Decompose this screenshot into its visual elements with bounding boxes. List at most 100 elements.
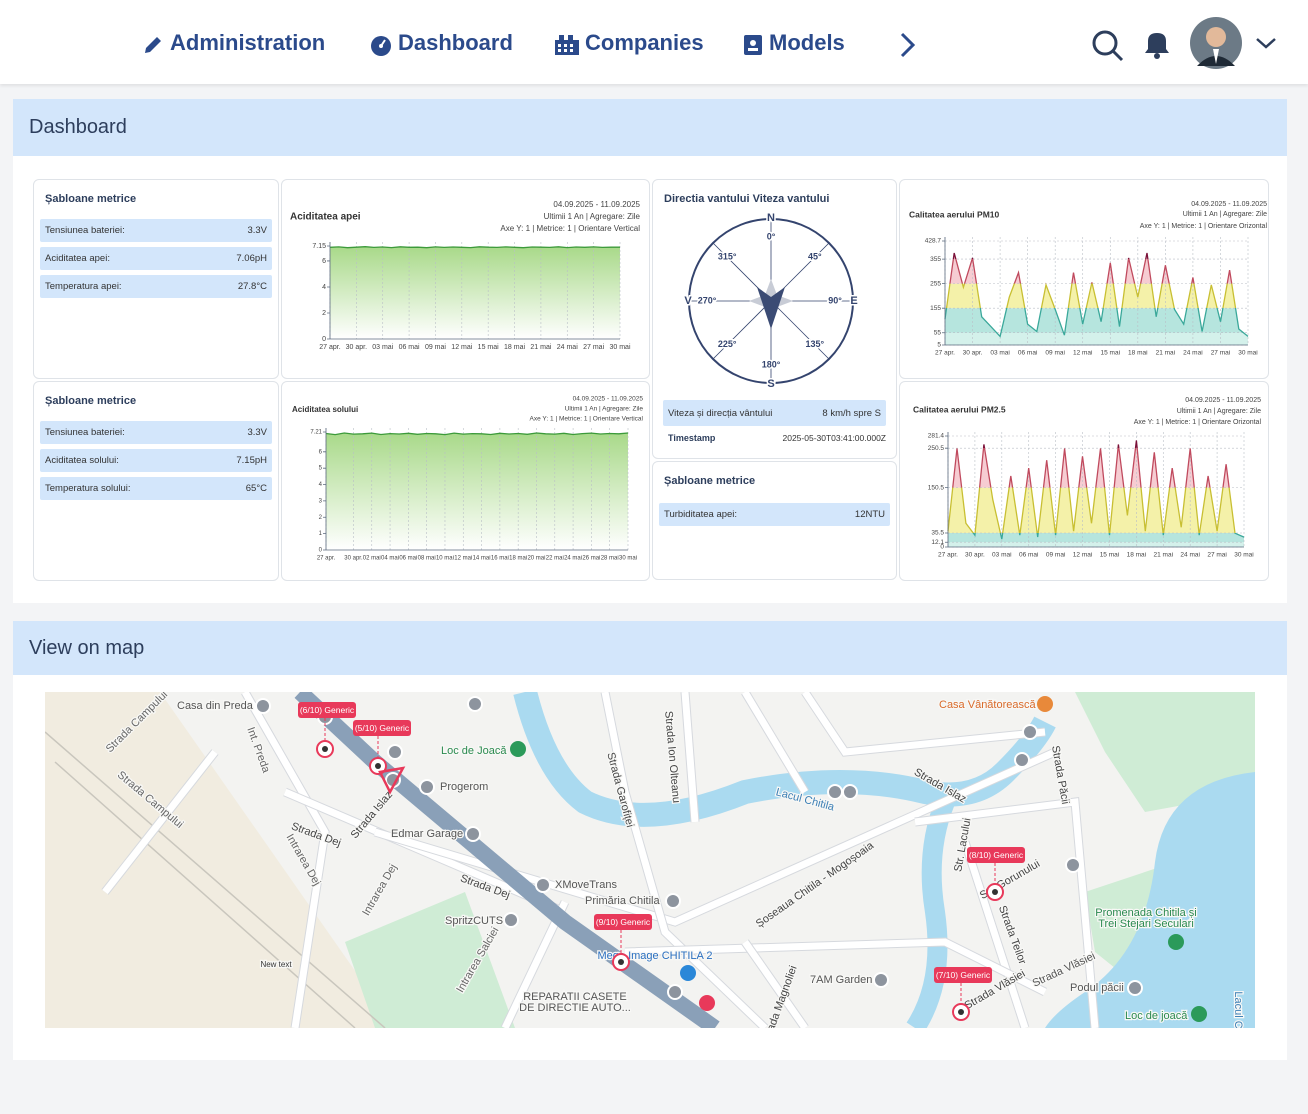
nav-models[interactable]: Models	[769, 30, 845, 55]
x-tick-label: 03 mai	[372, 344, 393, 351]
x-tick-label: 06 mai	[1019, 552, 1039, 559]
poi	[1022, 724, 1038, 740]
y-tick-label: 2	[322, 310, 326, 317]
x-tick-label: 30 mai	[1234, 552, 1254, 559]
compass-degree: 45°	[808, 252, 822, 262]
map-label: New text	[260, 960, 292, 969]
card-title: Șabloane metrice	[45, 193, 137, 205]
card: Aciditatea apei 04.09.2025 - 11.09.2025 Ul…	[281, 179, 650, 379]
metric-label: Tensiunea bateriei:	[45, 427, 125, 438]
park	[1075, 692, 1255, 812]
line	[329, 246, 620, 249]
chart: Calitatea aerului PM10 04.09.2025 - 11.09…	[909, 201, 1267, 357]
chart: Aciditatea solului 04.09.2025 - 11.09.202…	[292, 396, 644, 562]
marker-label: (5/10) Generic	[355, 723, 410, 733]
compass-degree: 0°	[767, 231, 776, 241]
x-tick-label: 27 mai	[1207, 552, 1227, 559]
dashboard-icon	[371, 36, 391, 56]
y-tick-label: 150.5	[928, 484, 945, 491]
sensor-dot	[992, 889, 998, 895]
x-tick-label: 22 mai	[546, 556, 564, 562]
x-tick-label: 30 mai	[609, 344, 630, 351]
y-tick-label: 4	[322, 284, 326, 291]
nav-companies[interactable]: Companies	[585, 30, 704, 55]
x-tick-label: 30 mai	[1238, 350, 1258, 357]
x-tick-label: 12 mai	[454, 556, 472, 562]
x-tick-label: 06 mai	[1018, 350, 1038, 357]
x-tick-label: 27 mai	[1211, 350, 1231, 357]
y-tick-label: 250.5	[928, 445, 945, 452]
map-label: XMoveTrans	[555, 879, 617, 891]
nav-dashboard[interactable]: Dashboard	[398, 30, 513, 55]
bell-icon[interactable]	[1140, 28, 1174, 62]
map-label: Trei Stejari Seculari	[1098, 918, 1194, 930]
highway	[294, 692, 720, 1028]
x-tick-label: 24 mai	[557, 344, 578, 351]
chart-meta: Ultimii 1 An | Agregare: Zile	[1177, 408, 1261, 415]
card: Calitatea aerului PM10 04.09.2025 - 11.09…	[899, 179, 1269, 379]
compass-degree: 180°	[762, 359, 781, 369]
y-tick-label: 0	[322, 336, 326, 343]
poi	[510, 741, 526, 757]
road	[914, 798, 1099, 1028]
top-bar: Administration Dashboard Companies Model…	[0, 0, 1308, 84]
compass-degree: 90°	[828, 295, 842, 305]
user-menu[interactable]	[1254, 34, 1278, 52]
search-icon[interactable]	[1090, 28, 1126, 64]
map-label: Casa din Preda	[177, 700, 254, 712]
poi	[467, 696, 483, 712]
poi	[1168, 934, 1184, 950]
map-label: Promenada Chitila și	[1095, 907, 1197, 919]
line	[947, 440, 1245, 540]
compass-degree: 225°	[718, 339, 737, 349]
metric-value: 7.06pH	[236, 253, 267, 264]
nav-administration[interactable]: Administration	[170, 30, 326, 55]
nav-next[interactable]	[896, 30, 920, 60]
card-title: Șabloane metrice	[45, 395, 137, 407]
compass-cardinal: E	[850, 295, 857, 307]
marker-label: (6/10) Generic	[300, 705, 355, 715]
chart-meta: 04.09.2025 - 11.09.2025	[553, 200, 640, 209]
poi	[1014, 752, 1030, 768]
avatar[interactable]	[1189, 16, 1243, 70]
marker-badge	[934, 967, 992, 983]
marker-badge	[298, 702, 356, 718]
x-tick-label: 30 apr.	[346, 344, 367, 351]
companies-icon	[555, 35, 579, 55]
x-tick-label: 16 mai	[491, 556, 509, 562]
metric-value: 8 km/h spre S	[822, 408, 881, 419]
metric-value: 65°C	[245, 483, 267, 494]
metric-row: Viteza și direcția vântului 8 km/h spre S	[663, 400, 886, 426]
chart-meta: 04.09.2025 - 11.09.2025	[573, 396, 644, 403]
metric-row: Temperatura apei: 27.8°C	[40, 275, 272, 298]
metric-value: 27.8°C	[237, 281, 267, 292]
compass-spoke	[770, 300, 830, 360]
x-tick-label: 15 mai	[1100, 552, 1120, 559]
marker-badge	[594, 914, 652, 930]
x-tick-label: 18 mai	[1128, 350, 1148, 357]
map-label: Edmar Garage	[391, 828, 463, 840]
x-tick-label: 26 mai	[582, 556, 600, 562]
metric-row: Temperatura solului: 65°C	[40, 477, 272, 500]
x-tick-label: 04 mai	[381, 556, 399, 562]
compass-cardinal: V	[684, 295, 692, 307]
x-tick-label: 02 mai	[363, 556, 381, 562]
road	[241, 692, 329, 1028]
x-tick-label: 21 mai	[530, 344, 551, 351]
poi	[665, 893, 681, 909]
chart-meta: Ultimii 1 An | Agregare: Zile	[1183, 211, 1267, 218]
level-band	[945, 259, 1248, 284]
card-title: Directia vantului Viteza vantului	[664, 193, 830, 205]
poi	[680, 965, 696, 981]
chart-meta: Ultimii 1 An | Agregare: Zile	[544, 212, 641, 221]
chart-meta: 04.09.2025 - 11.09.2025	[1191, 201, 1267, 208]
y-tick-label: 7.15	[312, 243, 326, 250]
y-tick-label: 3	[319, 498, 323, 504]
compass-degree: 135°	[806, 339, 825, 349]
x-tick-label: 08 mai	[418, 556, 436, 562]
sensor-dot	[375, 763, 381, 769]
x-tick-label: 14 mai	[473, 556, 491, 562]
level-band	[948, 542, 1244, 547]
pencil-icon	[145, 37, 161, 53]
wind-arrow	[757, 287, 785, 329]
